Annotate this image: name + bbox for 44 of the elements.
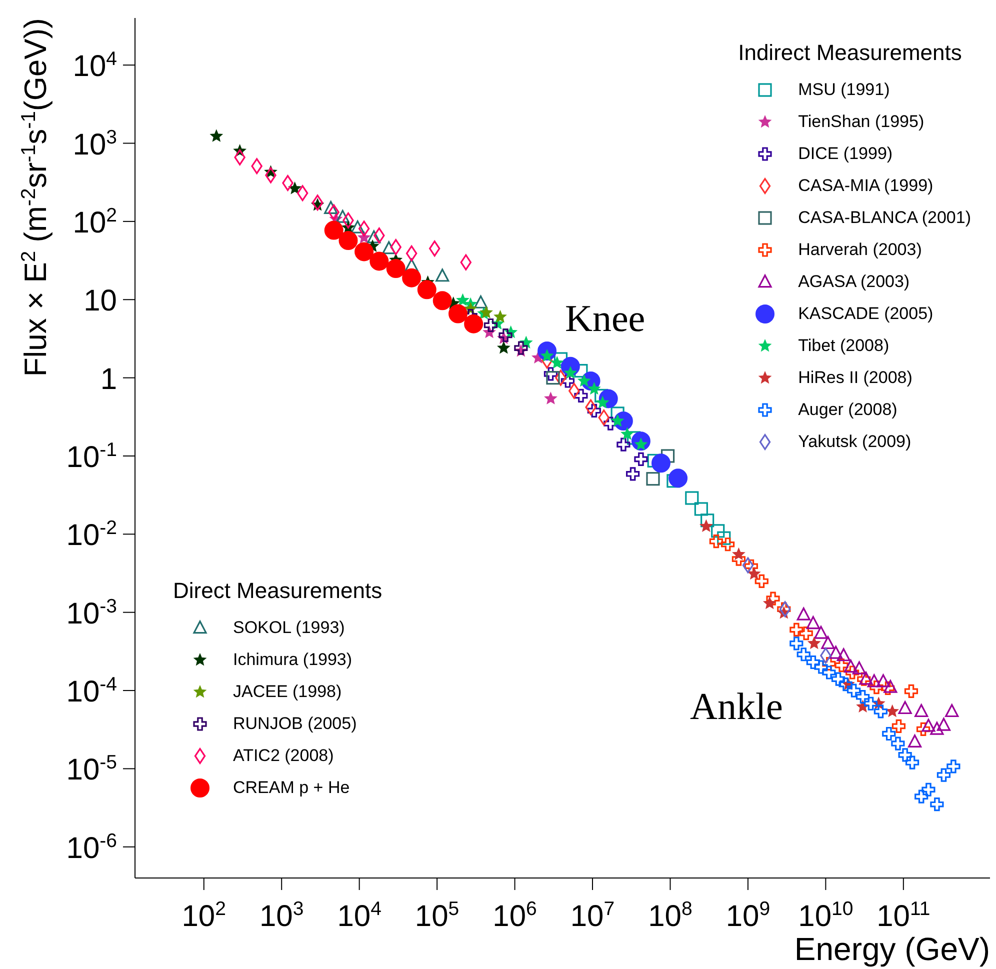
legend-label: KASCADE (2005) xyxy=(798,304,934,324)
annotation: Knee xyxy=(565,298,646,340)
y-tick-label: 10$^{-6}$ xyxy=(66,830,117,865)
y-tick-label: 10$^{-3}$ xyxy=(66,595,117,630)
y-tick-label: 1 xyxy=(100,362,117,396)
legend-label: Ichimura (1993) xyxy=(233,650,352,670)
y-tick-label: 10$^{-4}$ xyxy=(66,674,118,709)
annotation: Ankle xyxy=(690,686,783,728)
legend-label: AGASA (2003) xyxy=(798,272,910,292)
legend-label: CASA-MIA (1999) xyxy=(798,176,934,196)
legend-label: CREAM p + He xyxy=(233,778,350,798)
y-tick-label: 10 xyxy=(84,284,117,318)
y-tick-label: 10$^{2}$ xyxy=(72,204,117,240)
y-tick-label: 10$^{4}$ xyxy=(72,48,118,84)
x-tick-label: 10$^{2}$ xyxy=(182,898,226,933)
x-tick-label: 10$^{9}$ xyxy=(726,898,770,933)
legend-label: MSU (1991) xyxy=(798,80,890,100)
x-tick-label: 10$^{10}$ xyxy=(798,898,854,933)
legend-label: Auger (2008) xyxy=(798,400,898,420)
y-tick-label: 10$^{-1}$ xyxy=(66,438,117,474)
x-tick-label: 10$^{11}$ xyxy=(876,898,930,933)
legend-label: JACEE (1998) xyxy=(233,682,342,702)
x-tick-label: 10$^{8}$ xyxy=(648,898,692,933)
x-tick-label: 10$^{3}$ xyxy=(259,898,304,933)
x-tick-label: 10$^{5}$ xyxy=(414,898,460,933)
y-tick-label: 10$^{-2}$ xyxy=(66,517,117,552)
legend-label: SOKOL (1993) xyxy=(233,618,345,638)
y-tick-label: 10$^{-5}$ xyxy=(66,752,118,787)
x-tick-label: 10$^{7}$ xyxy=(570,898,615,933)
annotation: Direct Measurements xyxy=(173,578,382,604)
legend-title: Indirect Measurements xyxy=(738,40,963,66)
legend-label: Yakutsk (2009) xyxy=(798,432,912,452)
legend-label: Harverah (2003) xyxy=(798,240,922,260)
x-tick-label: 10$^{4}$ xyxy=(337,898,382,933)
legend-label: DICE (1999) xyxy=(798,144,893,164)
legend-label: Tibet (2008) xyxy=(798,336,890,356)
legend-label: RUNJOB (2005) xyxy=(233,714,357,734)
legend-label: ATIC2 (2008) xyxy=(233,746,334,766)
legend-label: TienShan (1995) xyxy=(798,112,924,132)
legend-label: HiRes II (2008) xyxy=(798,368,912,388)
y-tick-label: 10$^{3}$ xyxy=(72,126,117,162)
x-tick-label: 10$^{6}$ xyxy=(492,898,537,933)
x-axis-title: Energy (GeV) xyxy=(794,931,990,967)
legend-label: CASA-BLANCA (2001) xyxy=(798,208,971,228)
